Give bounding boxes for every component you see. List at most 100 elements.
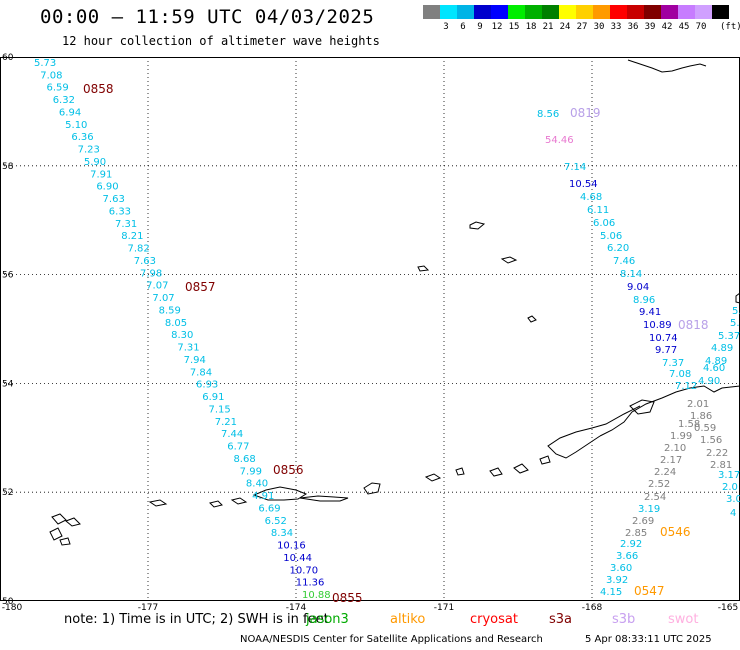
east-track-swh-label: 4.68 — [580, 192, 602, 203]
edge-track-swh-label: 4.89 — [705, 356, 727, 367]
latitude-tick-label: 54 — [2, 379, 14, 389]
credit-line: NOAA/NESDIS Center for Satellite Applica… — [240, 634, 543, 645]
legend-swatch — [661, 5, 678, 19]
east-track-swh-label: 7.08 — [669, 369, 691, 380]
coastline — [599, 385, 740, 437]
legend-tick-label: 33 — [610, 22, 622, 32]
west-track-swh-label: 4.91 — [252, 491, 274, 502]
coastline — [209, 500, 223, 508]
legend-swatch — [542, 5, 559, 19]
west-track-swh-label: 6.36 — [71, 132, 93, 143]
south-track-swh-label: 4.15 — [600, 587, 622, 598]
pass-time-label: 0858 — [83, 82, 114, 96]
south-track-swh-label: 1.58 — [678, 419, 700, 430]
page-title: 00:00 — 11:59 UTC 04/03/2025 — [40, 6, 375, 28]
west-track-swh-label: 6.33 — [109, 206, 131, 217]
edge-track-swh-label: 5.4 — [732, 306, 740, 317]
south-track-swh-label: 1.99 — [670, 431, 692, 442]
west-track-swh-label: 8.34 — [271, 528, 293, 539]
east-track-swh-label: 8.56 — [537, 109, 559, 120]
south-track-swh-label: 2.52 — [648, 479, 670, 490]
west-track-swh-label: 10.70 — [290, 565, 319, 576]
west-track-swh-label: 6.52 — [265, 516, 287, 527]
pass-time-label: 0855 — [332, 591, 363, 605]
legend-swatch — [457, 5, 474, 19]
west-track-swh-label: 5.10 — [65, 120, 87, 131]
edge-track-swh-label: 2.0 — [722, 482, 738, 493]
pass-time-label: 0818 — [678, 318, 709, 332]
south-track-swh-label: 3.92 — [606, 575, 628, 586]
legend-swatch — [508, 5, 525, 19]
legend-swatch — [610, 5, 627, 19]
coastline — [299, 495, 349, 502]
east-track-swh-label: 9.77 — [655, 345, 677, 356]
west-track-swh-label: 8.21 — [121, 231, 143, 242]
west-track-swh-label: 7.08 — [40, 70, 62, 81]
west-track-swh-label: 11.36 — [296, 578, 325, 589]
east-track-swh-label: 7.12 — [675, 381, 697, 392]
longitude-tick-label: -171 — [434, 603, 454, 613]
east-track-swh-label: 7.37 — [662, 358, 684, 369]
east-track-swh-label: 9.41 — [639, 307, 661, 318]
edge-track-swh-label: 5.3 — [730, 318, 740, 329]
coastline — [627, 59, 707, 73]
east-track-swh-label: 7.14 — [564, 162, 586, 173]
legend-swatch — [695, 5, 712, 19]
satellite-name-s3a: s3a — [549, 612, 573, 627]
coastline — [500, 256, 518, 264]
west-track-swh-label: 8.40 — [246, 479, 268, 490]
coastline — [539, 455, 551, 465]
legend-tick-label: 39 — [644, 22, 656, 32]
west-track-swh-label: 7.98 — [140, 268, 162, 279]
footer-note: note: 1) Time is in UTC; 2) SWH is in fe… — [64, 612, 329, 627]
coastline — [252, 486, 308, 501]
west-track-swh-label: 6.94 — [59, 107, 81, 118]
west-track-swh-label: 6.59 — [46, 83, 68, 94]
west-track-swh-label: 7.07 — [152, 293, 174, 304]
map-frame — [0, 57, 740, 601]
coastline — [230, 497, 248, 505]
edge-track-swh-label: 4.89 — [711, 343, 733, 354]
south-track-swh-label: 2.92 — [620, 539, 642, 550]
legend-tick-label: 18 — [525, 22, 537, 32]
west-track-swh-label: 8.05 — [165, 318, 187, 329]
coastline — [629, 399, 655, 415]
west-track-swh-label: 7.23 — [78, 145, 100, 156]
edge-track-swh-label: 5.37 — [718, 331, 740, 342]
east-track-swh-label: 54.46 — [545, 135, 574, 146]
south-track-swh-label: 0.59 — [694, 423, 716, 434]
legend-tick-label: 70 — [695, 22, 707, 32]
coastline — [489, 467, 503, 477]
legend-swatch — [678, 5, 695, 19]
legend-tick-label: 3 — [443, 22, 449, 32]
east-track-swh-label: 8.14 — [620, 269, 642, 280]
west-track-swh-label: 7.94 — [184, 355, 206, 366]
legend-swatch — [474, 5, 491, 19]
latitude-tick-label: 50 — [2, 597, 14, 607]
west-track-swh-label: 7.15 — [209, 404, 231, 415]
south-track-swh-label: 2.54 — [644, 492, 666, 503]
east-track-swh-label: 10.74 — [649, 333, 678, 344]
west-track-swh-label: 7.82 — [127, 244, 149, 255]
east-track-swh-label: 10.89 — [643, 320, 672, 331]
legend-tick-label: 15 — [508, 22, 520, 32]
west-track-swh-label: 5.90 — [84, 157, 106, 168]
south-track-swh-label: 2.85 — [625, 528, 647, 539]
west-track-swh-label: 8.30 — [171, 330, 193, 341]
south-track-swh-label: 3.19 — [638, 504, 660, 515]
west-track-swh-label: 7.07 — [146, 281, 168, 292]
latitude-tick-label: 52 — [2, 488, 13, 498]
legend-tick-label: 9 — [477, 22, 483, 32]
legend-unit: (ft) — [720, 22, 740, 32]
wave-height-color-legend: (ft) 3 6 9 12 15 18 21 24 27 30 33 36 39 42 45 70 — [423, 5, 740, 32]
coastline — [424, 473, 442, 482]
coastline — [51, 513, 67, 525]
west-track-swh-label: 7.84 — [190, 367, 212, 378]
satellite-name-cryosat: cryosat — [470, 612, 518, 627]
west-track-swh-label: 7.91 — [90, 169, 112, 180]
west-track-swh-label: 6.93 — [196, 380, 218, 391]
legend-swatch — [423, 5, 440, 19]
east-track-swh-label: 6.11 — [587, 205, 609, 216]
